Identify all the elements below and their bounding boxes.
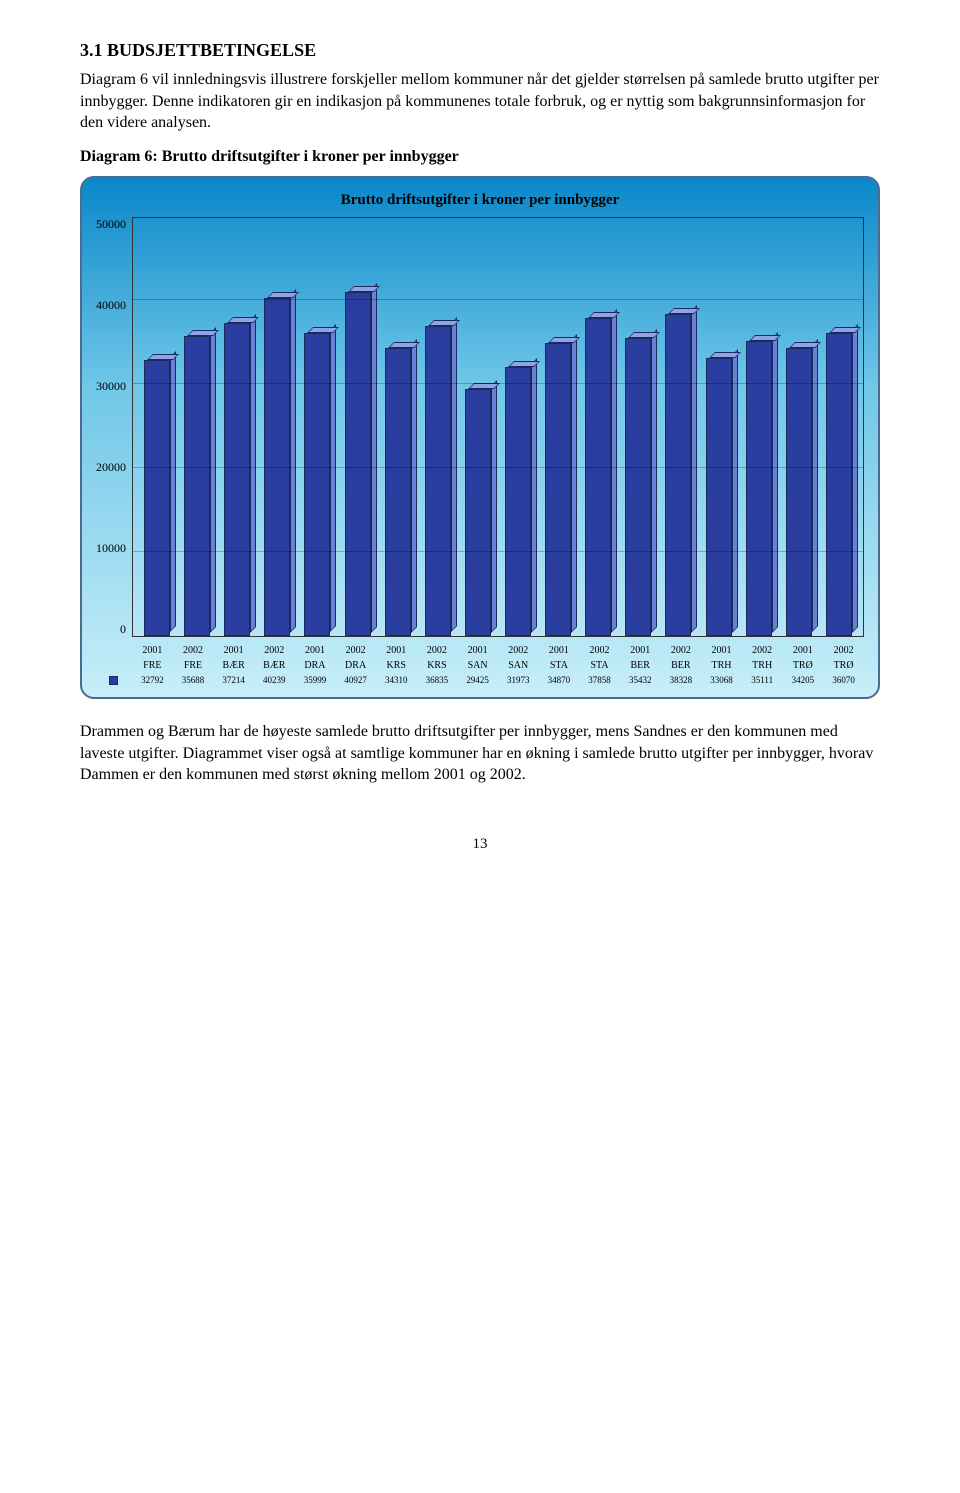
x-year-cell: 2001	[295, 643, 336, 658]
diagram-caption: Diagram 6: Brutto driftsutgifter i krone…	[80, 148, 880, 166]
page-number: 13	[80, 836, 880, 853]
x-value-cell: 34205	[783, 673, 824, 687]
analysis-paragraph: Drammen og Bærum har de høyeste samlede …	[80, 721, 880, 786]
bar	[385, 348, 411, 636]
x-value-cell: 37858	[579, 673, 620, 687]
x-mun-cell: TRH	[701, 658, 742, 673]
x-year-cell: 2002	[742, 643, 783, 658]
x-value-cell: 36070	[823, 673, 864, 687]
y-tick-label: 20000	[96, 460, 126, 475]
x-mun-cell: BÆR	[213, 658, 254, 673]
chart-frame: Brutto driftsutgifter i kroner per innby…	[80, 176, 880, 699]
bar	[465, 389, 491, 636]
bar	[786, 348, 812, 635]
bar	[826, 333, 852, 636]
x-mun-cell: STA	[539, 658, 580, 673]
y-tick-label: 10000	[96, 541, 126, 556]
x-year-cell: 2001	[539, 643, 580, 658]
x-value-cell: 35688	[173, 673, 214, 687]
x-mun-cell: DRA	[295, 658, 336, 673]
y-tick-label: 50000	[96, 217, 126, 232]
x-axis-data-table: 2001200220012002200120022001200220012002…	[96, 643, 864, 687]
bar	[505, 367, 531, 636]
x-year-cell: 2001	[376, 643, 417, 658]
x-year-cell: 2002	[498, 643, 539, 658]
x-value-cell: 40239	[254, 673, 295, 687]
x-mun-cell: TRØ	[783, 658, 824, 673]
x-value-cell: 35111	[742, 673, 783, 687]
x-value-row: 3279235688372144023935999409273431036835…	[96, 673, 864, 687]
x-mun-cell: KRS	[417, 658, 458, 673]
y-tick-label: 40000	[96, 298, 126, 313]
x-year-cell: 2001	[457, 643, 498, 658]
x-mun-cell: SAN	[457, 658, 498, 673]
x-year-cell: 2001	[783, 643, 824, 658]
section-heading: 3.1 BUDSJETTBETINGELSE	[80, 40, 880, 61]
bar	[746, 341, 772, 636]
bar	[665, 314, 691, 636]
bar	[425, 326, 451, 635]
bar	[184, 336, 210, 636]
x-value-cell: 37214	[213, 673, 254, 687]
x-year-cell: 2002	[579, 643, 620, 658]
chart-title: Brutto driftsutgifter i kroner per innby…	[96, 192, 864, 209]
x-year-row: 2001200220012002200120022001200220012002…	[96, 643, 864, 658]
x-mun-cell: SAN	[498, 658, 539, 673]
bar	[224, 323, 250, 636]
x-mun-cell: FRE	[173, 658, 214, 673]
x-year-cell: 2002	[417, 643, 458, 658]
x-mun-cell: BÆR	[254, 658, 295, 673]
bars-container	[133, 218, 863, 636]
intro-paragraph: Diagram 6 vil innledningsvis illustrere …	[80, 69, 880, 134]
bar	[144, 360, 170, 635]
x-value-cell: 32792	[132, 673, 173, 687]
x-value-cell: 40927	[335, 673, 376, 687]
bar	[585, 318, 611, 636]
x-mun-cell: BER	[620, 658, 661, 673]
gridline	[133, 383, 863, 384]
bar	[345, 292, 371, 636]
x-year-cell: 2001	[213, 643, 254, 658]
plot-area	[132, 217, 864, 637]
x-year-cell: 2001	[701, 643, 742, 658]
x-mun-cell: STA	[579, 658, 620, 673]
x-mun-cell: FRE	[132, 658, 173, 673]
x-value-cell: 34310	[376, 673, 417, 687]
x-municipality-row: FREFREBÆRBÆRDRADRAKRSKRSSANSANSTASTABERB…	[96, 658, 864, 673]
x-value-cell: 35999	[295, 673, 336, 687]
x-year-cell: 2001	[620, 643, 661, 658]
y-axis-ticks: 50000 40000 30000 20000 10000 0	[96, 217, 132, 637]
x-value-cell: 33068	[701, 673, 742, 687]
x-value-cell: 36835	[417, 673, 458, 687]
x-value-cell: 31973	[498, 673, 539, 687]
x-year-cell: 2002	[173, 643, 214, 658]
x-value-cell: 29425	[457, 673, 498, 687]
legend-marker	[109, 676, 118, 685]
y-tick-label: 30000	[96, 379, 126, 394]
x-mun-cell: TRH	[742, 658, 783, 673]
gridline	[133, 551, 863, 552]
x-year-cell: 2002	[254, 643, 295, 658]
x-mun-cell: TRØ	[823, 658, 864, 673]
bar	[545, 343, 571, 636]
bar	[706, 358, 732, 636]
x-year-cell: 2002	[335, 643, 376, 658]
x-year-cell: 2001	[132, 643, 173, 658]
x-value-cell: 38328	[661, 673, 702, 687]
x-year-cell: 2002	[661, 643, 702, 658]
x-value-cell: 34870	[539, 673, 580, 687]
bar	[304, 333, 330, 635]
x-mun-cell: BER	[661, 658, 702, 673]
x-year-cell: 2002	[823, 643, 864, 658]
plot-row: 50000 40000 30000 20000 10000 0	[96, 217, 864, 637]
x-mun-cell: KRS	[376, 658, 417, 673]
x-value-cell: 35432	[620, 673, 661, 687]
gridline	[133, 299, 863, 300]
gridline	[133, 467, 863, 468]
x-mun-cell: DRA	[335, 658, 376, 673]
y-tick-label: 0	[120, 622, 126, 637]
